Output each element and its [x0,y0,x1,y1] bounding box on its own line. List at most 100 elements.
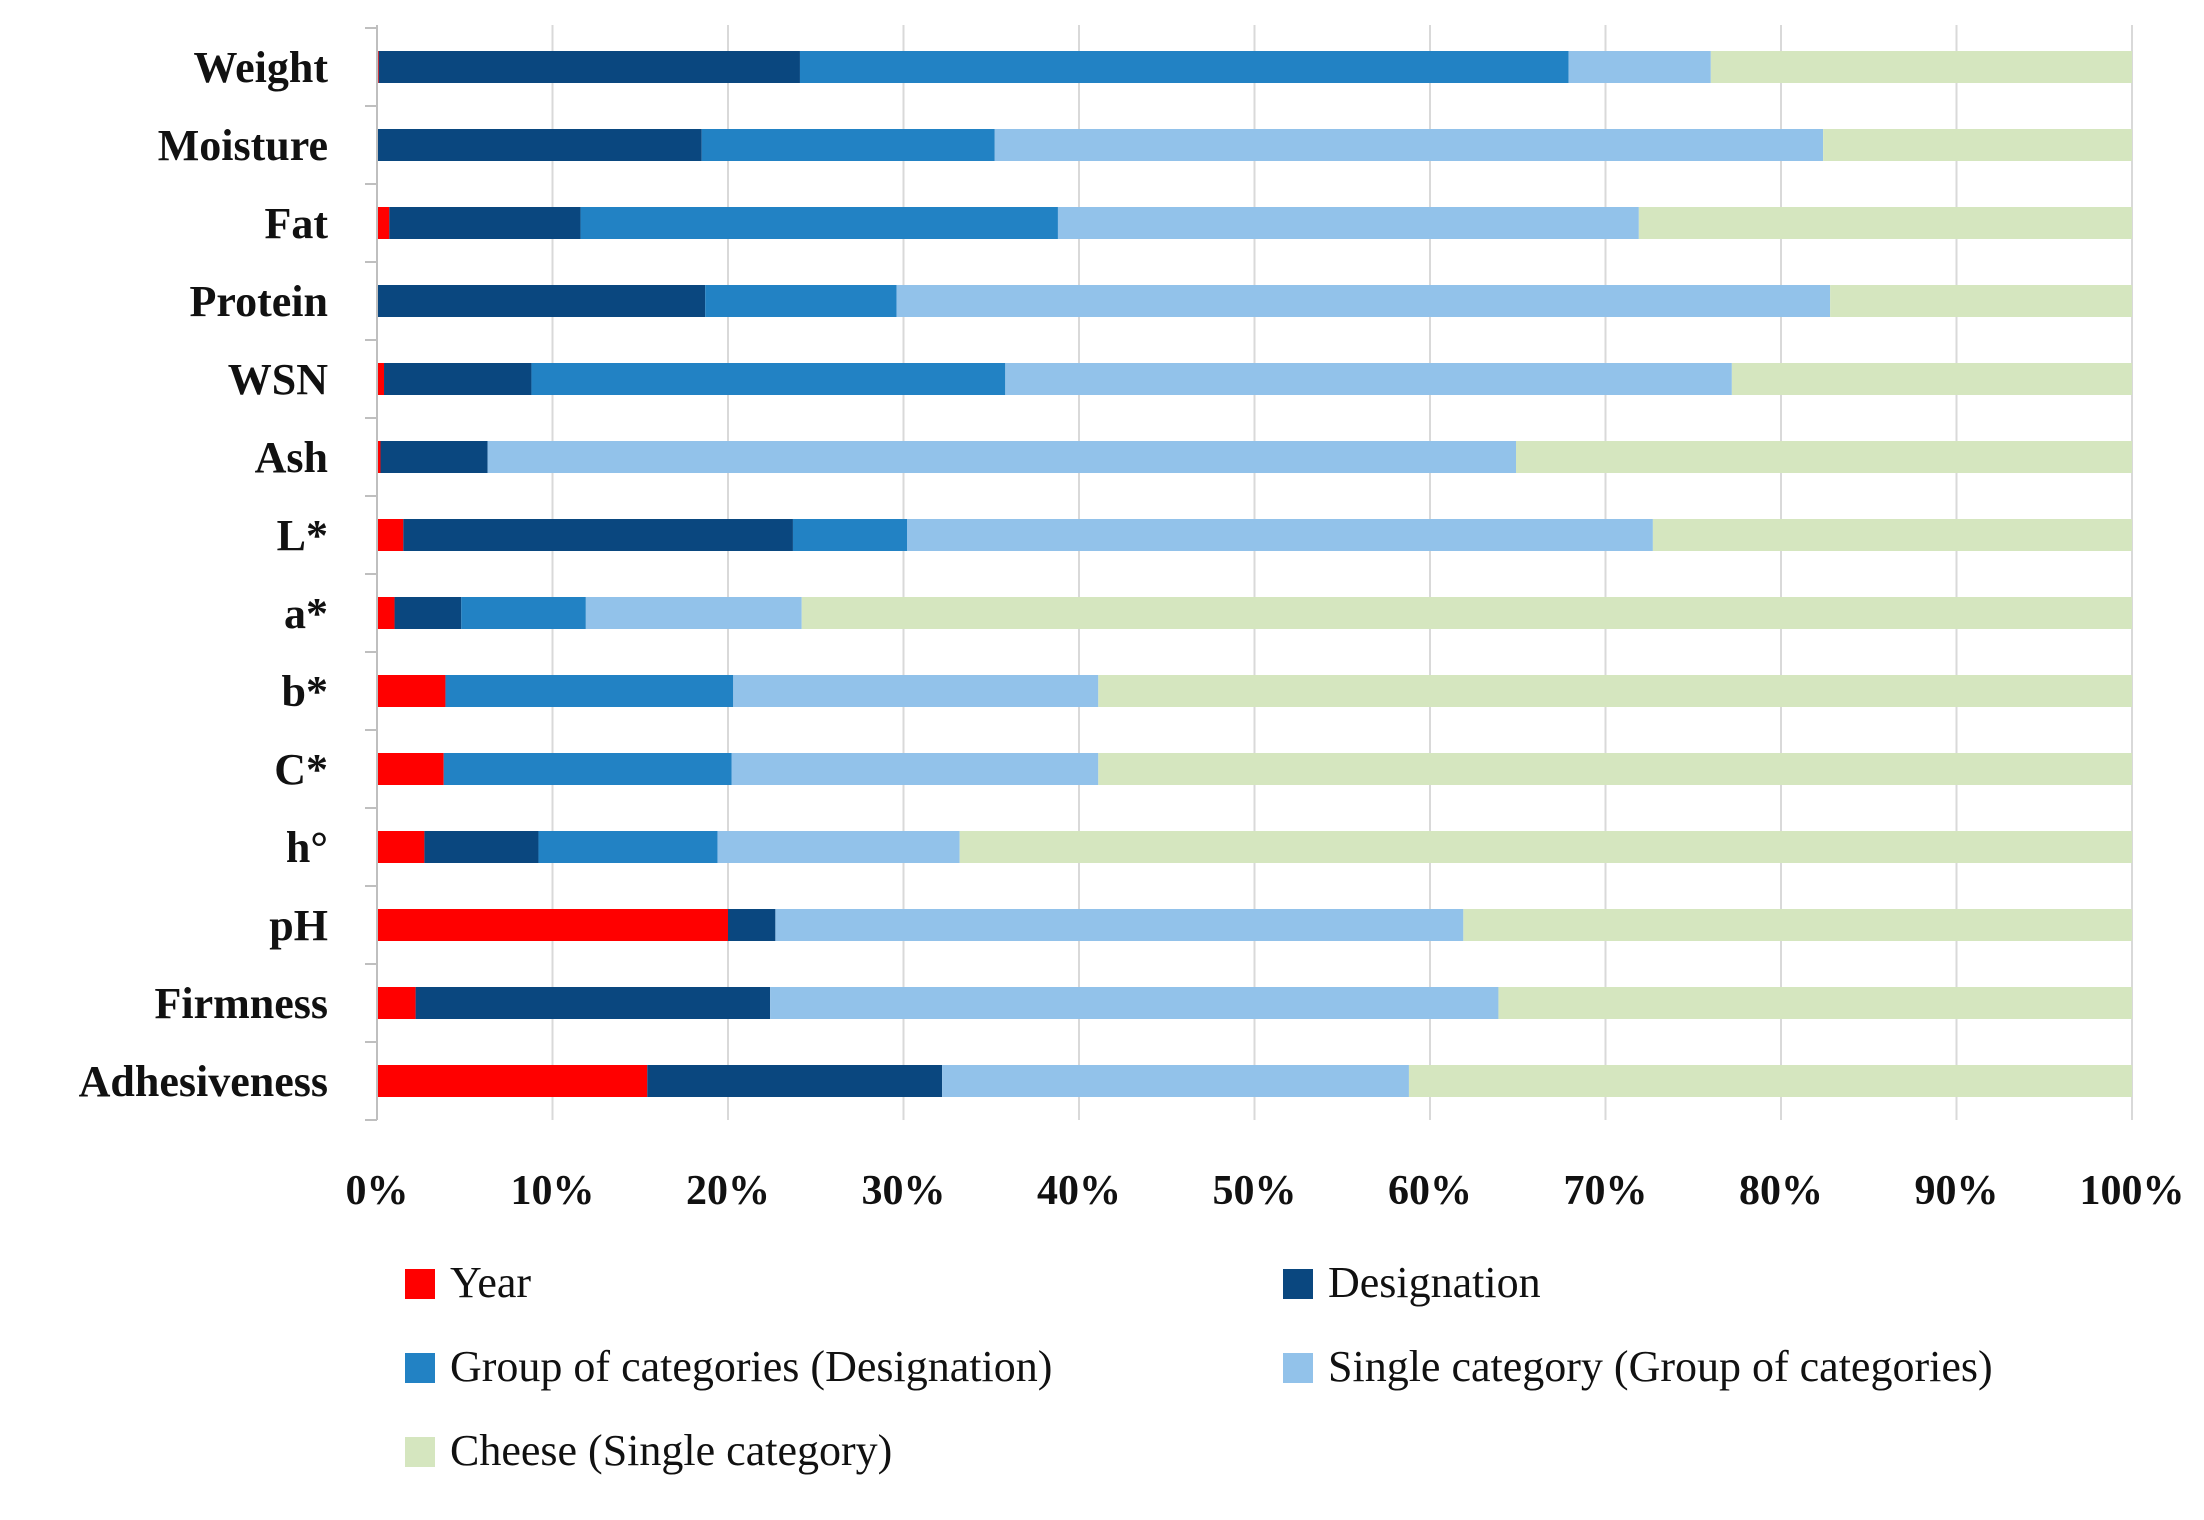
x-tick-label: 50% [1213,1168,1297,1214]
bar-segment [770,987,1499,1019]
legend: Year Designation Group of categories (Desi… [405,1258,1993,1475]
bar-segment [801,597,2133,629]
bar-segment [1652,519,2132,551]
x-tick-label: 10% [511,1168,595,1214]
bar-segment [389,207,581,239]
x-tick-label: 60% [1388,1168,1472,1214]
bar-segment [1498,987,2132,1019]
bar-segment [705,285,897,317]
bar-segment [377,207,390,239]
bar-segment [1638,207,2132,239]
category-label: Ash [255,433,328,482]
x-tick-label: 0% [346,1168,409,1214]
bar-segment [377,285,706,317]
bar-segment [994,129,1824,161]
bar-segment [1463,909,2132,941]
bars-layer [377,51,2133,1097]
bar-segment [377,129,702,161]
legend-swatch [1283,1353,1313,1383]
category-label: Firmness [154,979,328,1028]
bar-segment [377,597,395,629]
bar-segment [959,831,2133,863]
x-tick-label: 30% [862,1168,946,1214]
category-label: Adhesiveness [79,1057,328,1106]
x-tick-label: 90% [1915,1168,1999,1214]
category-label: h° [286,823,328,872]
legend-swatch [405,1353,435,1383]
legend-label: Cheese (Single category) [450,1426,892,1475]
grid-layer [376,25,2133,1120]
legend-label: Year [450,1258,531,1307]
bar-segment [415,987,771,1019]
category-label: Weight [194,43,329,92]
bar-segment [1098,675,2132,707]
category-label: Moisture [158,121,328,170]
bar-segment [701,129,995,161]
axis-layer: 0% 10% 20% 30% 40% 50% 60% 70% 80% 90% 100% Weight M… [79,25,2185,1214]
category-label: b* [282,667,328,716]
x-tick-label: 100% [2080,1168,2185,1214]
category-label: a* [284,589,328,638]
bar-segment [424,831,539,863]
bar-segment [377,519,404,551]
bar-segment [394,597,462,629]
bar-segment [1005,363,1732,395]
bar-segment [377,1065,648,1097]
bar-segment [1098,753,2132,785]
bar-segment [1830,285,2132,317]
x-tick-label: 20% [686,1168,770,1214]
category-label: pH [269,901,328,950]
bar-segment [733,675,1099,707]
bar-segment [585,597,802,629]
legend-swatch [1283,1269,1313,1299]
bar-segment [1731,363,2132,395]
bar-segment [1515,441,2132,473]
bar-segment [731,753,1099,785]
bar-segment [775,909,1464,941]
bar-segment [487,441,1516,473]
bar-segment [647,1065,943,1097]
bar-segment [380,441,488,473]
bar-segment [445,675,734,707]
bar-segment [531,363,1006,395]
bar-segment [377,363,385,395]
x-tick-label: 80% [1739,1168,1823,1214]
category-label: L* [277,511,328,560]
bar-segment [907,519,1653,551]
bar-segment [538,831,718,863]
bar-segment [377,987,416,1019]
bar-segment [896,285,1831,317]
bar-segment [1823,129,2132,161]
bar-segment [443,753,732,785]
legend-swatch [405,1269,435,1299]
legend-label: Single category (Group of categories) [1328,1342,1993,1391]
bar-segment [799,51,1569,83]
bar-segment [461,597,586,629]
category-label: Protein [190,277,329,326]
bar-segment [378,51,800,83]
bar-segment [384,363,532,395]
bar-segment [377,909,728,941]
x-tick-label: 70% [1564,1168,1648,1214]
bar-segment [728,909,776,941]
category-label: WSN [228,355,328,404]
bar-segment [377,753,444,785]
bar-segment [580,207,1058,239]
bar-segment [717,831,960,863]
bar-segment [377,441,381,473]
x-tick-label: 40% [1037,1168,1121,1214]
category-label: Fat [264,199,328,248]
bar-segment [1057,207,1639,239]
legend-label: Designation [1328,1258,1541,1307]
bar-segment [792,519,908,551]
bar-segment [377,675,446,707]
bar-segment [403,519,793,551]
legend-swatch [405,1437,435,1467]
bar-segment [377,831,425,863]
legend-label: Group of categories (Designation) [450,1342,1052,1391]
category-label: C* [274,745,328,794]
bar-segment [942,1065,1409,1097]
bar-segment [1408,1065,2132,1097]
